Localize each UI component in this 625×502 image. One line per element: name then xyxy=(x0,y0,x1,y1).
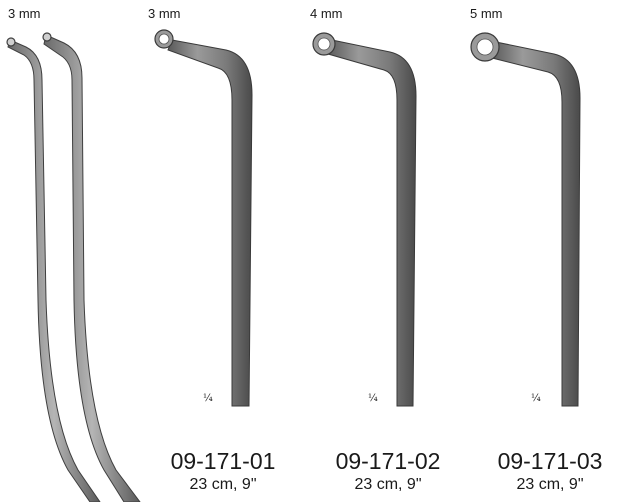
side-instrument-b-tip xyxy=(42,32,52,42)
instrument-3-shaft xyxy=(491,41,581,407)
instrument-2-dimensions: 23 cm, 9" xyxy=(354,476,422,493)
instrument-2-code: 09-171-02 xyxy=(335,448,441,474)
instrument-3-code: 09-171-03 xyxy=(497,448,603,474)
instrument-1-scale-mark: ¼ xyxy=(203,393,213,404)
instrument-1-ring-hole xyxy=(158,33,170,45)
instrument-1-dimensions: 23 cm, 9" xyxy=(189,476,257,493)
instrument-1-shaft xyxy=(167,39,253,407)
instrument-1-code: 09-171-01 xyxy=(170,448,276,474)
side-instrument-a xyxy=(7,39,101,502)
instrument-2-ring-hole xyxy=(317,37,331,51)
side-instrument-b xyxy=(43,34,141,502)
side-view-size-label: 3 mm xyxy=(8,6,41,21)
instrument-2-drawing xyxy=(312,32,417,407)
instrument-3-drawing xyxy=(470,32,581,407)
instrument-1-drawing xyxy=(154,29,253,407)
instrument-2-size-label: 4 mm xyxy=(310,6,343,21)
instrument-3-size-label: 5 mm xyxy=(470,6,503,21)
instrument-3-scale-mark: ¼ xyxy=(531,393,541,404)
side-view-instruments xyxy=(6,32,141,502)
instrument-2-shaft xyxy=(327,39,417,407)
instrument-3-ring-hole xyxy=(476,38,494,56)
instrument-3-dimensions: 23 cm, 9" xyxy=(516,476,584,493)
side-instrument-a-tip xyxy=(6,37,16,47)
instrument-1-size-label: 3 mm xyxy=(148,6,181,21)
instrument-2-scale-mark: ¼ xyxy=(368,393,378,404)
